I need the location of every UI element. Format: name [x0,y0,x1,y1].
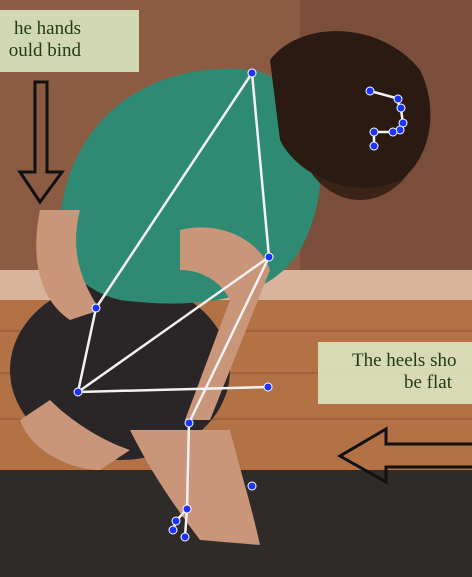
pose-keypoints [73,68,408,542]
keypoint-face-8 [369,141,379,151]
right-caption-line1: The heels sho [352,350,457,371]
forearm [180,227,270,420]
keypoint-heel [182,504,192,514]
shirt [59,68,321,304]
keypoint-ankle [184,418,194,428]
keypoint-face-1 [365,86,375,96]
floor-grain-3 [0,418,472,420]
keypoint-hip [73,387,83,397]
left-caption-box: he hands ould bind [0,10,139,72]
keypoint-toe-1 [171,516,181,526]
hair [270,31,431,188]
pose-skeleton [76,71,405,539]
keypoint-face-3 [396,103,406,113]
bone-heel-toe-2 [183,507,189,539]
left-caption-line2: ould bind [8,40,81,61]
hand-bottom [20,400,130,470]
left-arrow-icon [336,426,472,485]
arm [36,210,100,320]
left-caption-line1: he hands [13,18,81,39]
keypoint-elbow [91,303,101,313]
keypoint-toe-2 [168,525,178,535]
bone-shoulder-knee [250,71,271,259]
keypoint-face-2 [393,94,403,104]
bone-hip-hip [76,385,270,394]
keypoint-toe-3 [180,532,190,542]
keypoint-face-7 [369,127,379,137]
floor-grain-2 [0,372,472,374]
keypoint-face-6 [388,127,398,137]
keypoint-hip-right [263,382,273,392]
bone-shoulder-elbow [94,71,254,310]
down-arrow-icon [17,80,65,205]
right-caption-line2: be flat [404,372,453,393]
lower-leg [130,430,260,545]
right-caption-box: The heels sho be flat [318,342,472,404]
bone-knee-ankle [187,255,271,425]
bone-ankle-heel [185,421,191,511]
bone-hip-knee [76,255,271,394]
keypoint-knee [264,252,274,262]
bone-elbow-hip [76,306,98,394]
keypoint-shoulder [247,68,257,78]
keypoint-stray [247,481,257,491]
